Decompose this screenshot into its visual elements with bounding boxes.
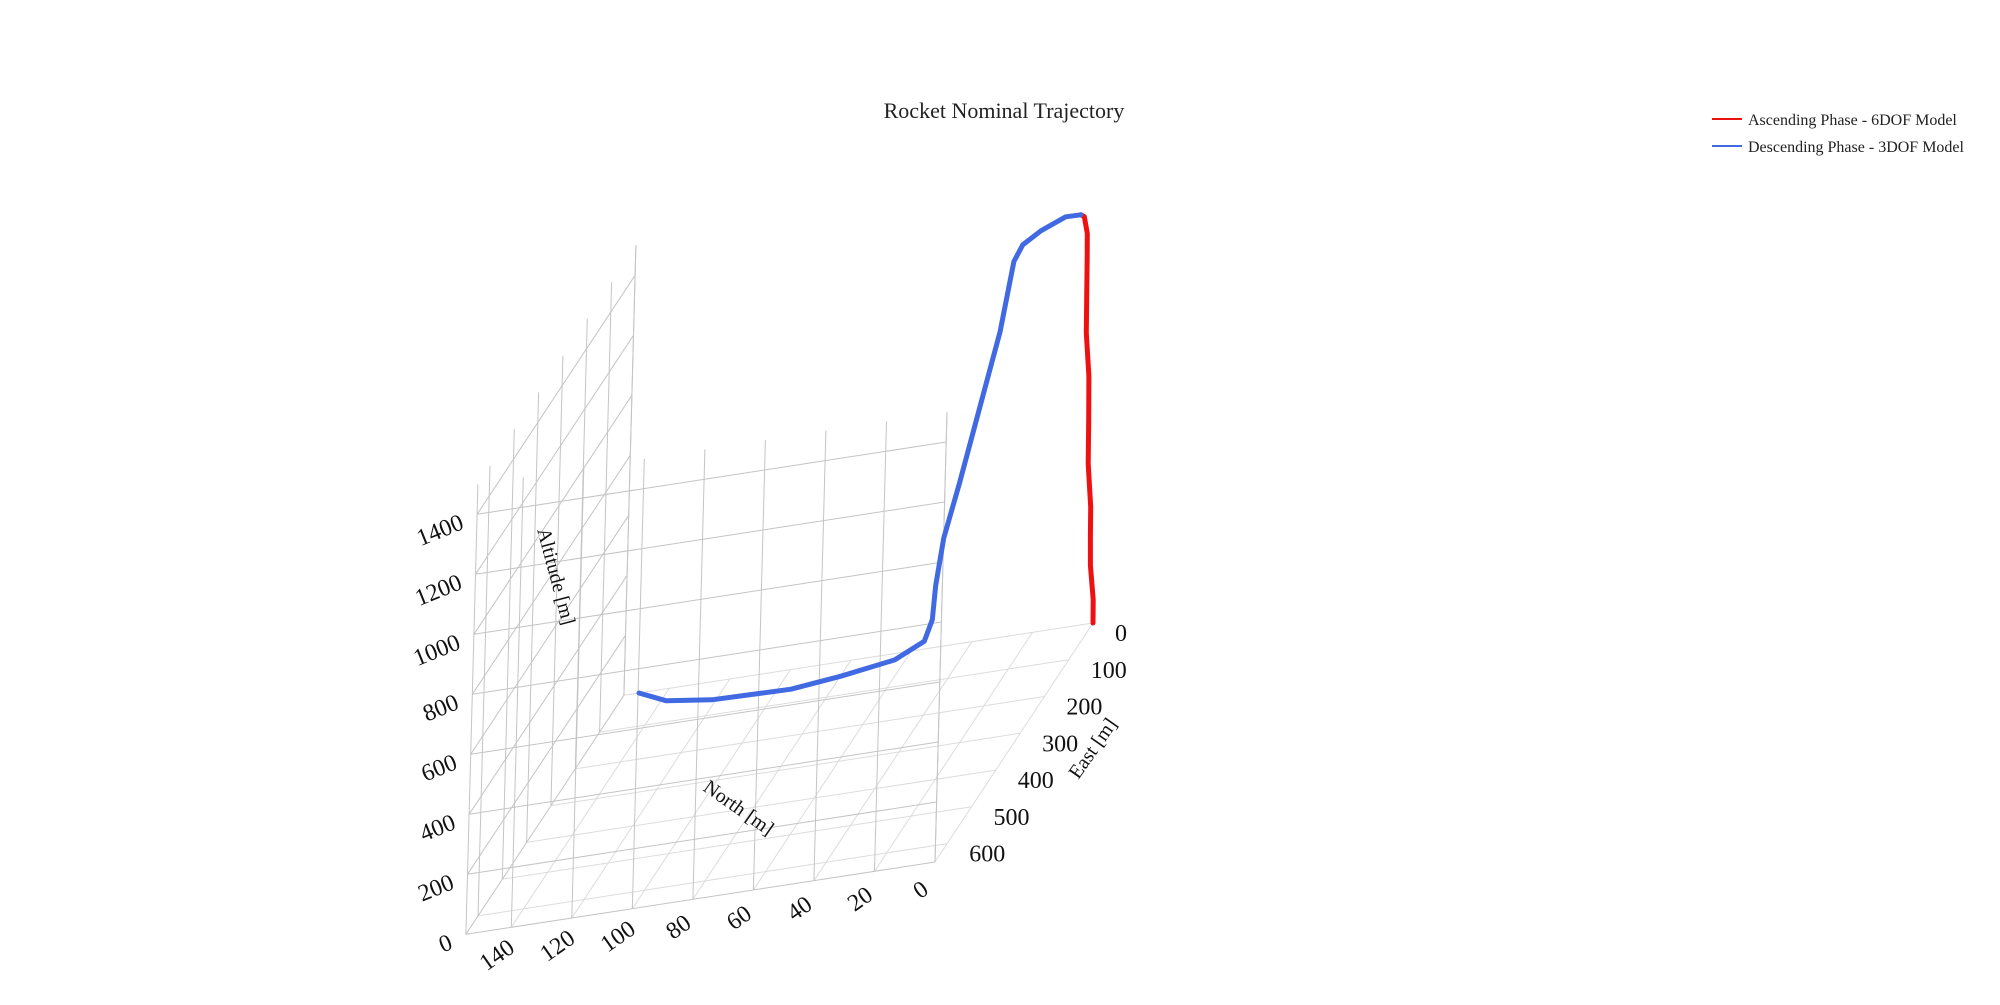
wall-back-vertical: [571, 467, 585, 919]
wall-back-vertical: [631, 458, 645, 909]
floor-gridline-east: [550, 732, 1021, 807]
wall-left-vertical: [501, 429, 515, 880]
floor-gridline-east: [599, 659, 1069, 733]
z-tick-label: 0: [435, 930, 456, 959]
wall-back-vertical: [510, 477, 524, 928]
y-tick-label: 0: [909, 876, 934, 904]
wall-edge: [623, 245, 637, 696]
wall-left-horizontal: [467, 635, 626, 875]
wall-left-vertical: [477, 465, 491, 916]
wall-edge: [934, 411, 948, 863]
wall-back-horizontal: [475, 501, 945, 575]
series-line-descending: [636, 212, 1084, 704]
wall-left-vertical: [599, 282, 613, 733]
wall-back-horizontal: [467, 801, 937, 875]
wall-left-horizontal: [473, 395, 633, 635]
y-tick-label: 60: [722, 901, 757, 936]
legend-item-ascending[interactable]: Ascending Phase - 6DOF Model: [1712, 112, 1957, 129]
wall-back-vertical: [874, 421, 887, 872]
z-tick-label: 1000: [410, 630, 464, 672]
wall-left-vertical: [550, 355, 564, 806]
legend-label-descending: Descending Phase - 3DOF Model: [1748, 139, 1965, 156]
chart-title: Rocket Nominal Trajectory: [884, 98, 1125, 123]
floor-gridline-north: [510, 688, 670, 928]
wall-back-horizontal: [469, 741, 939, 815]
wall-back-vertical: [752, 439, 766, 891]
wall-left-vertical: [526, 392, 540, 843]
z-tick-label: 1200: [412, 570, 466, 612]
floor-gridline-east: [502, 806, 972, 880]
series-layer: [636, 212, 1096, 704]
y-tick-label: 140: [475, 935, 519, 977]
wall-back-vertical: [692, 449, 706, 900]
wall-back-horizontal: [477, 441, 947, 515]
wall-back-horizontal: [470, 681, 940, 755]
x-tick-label: 200: [1066, 695, 1102, 721]
legend[interactable]: Ascending Phase - 6DOF Model Descending …: [1712, 112, 1965, 156]
x-tick-label: 100: [1091, 658, 1127, 684]
x-tick-label: 0: [1115, 621, 1127, 647]
z-axis-title: Altitude [m]: [532, 526, 579, 628]
wall-left-horizontal: [465, 695, 625, 935]
x-tick-label: 400: [1018, 768, 1054, 794]
series-line-ascending: [1078, 212, 1096, 626]
wall-edge: [465, 484, 479, 935]
z-tick-label: 800: [419, 690, 462, 728]
z-tick-label: 400: [416, 810, 459, 848]
wall-back-horizontal: [472, 621, 942, 695]
legend-item-descending[interactable]: Descending Phase - 3DOF Model: [1712, 139, 1965, 156]
x-tick-label: 600: [969, 842, 1005, 868]
z-tick-label: 1400: [413, 510, 467, 552]
wall-back-horizontal: [473, 561, 944, 635]
floor-gridline-north: [874, 632, 1033, 872]
floor-gridline-east: [526, 769, 996, 843]
floor-gridline-north: [813, 641, 973, 881]
legend-label-ascending: Ascending Phase - 6DOF Model: [1748, 112, 1957, 129]
y-tick-label: 120: [536, 925, 580, 967]
z-tick-label: 600: [418, 750, 461, 788]
floor-gridline-east: [623, 622, 1094, 696]
y-tick-label: 100: [596, 916, 640, 958]
x-tick-label: 300: [1042, 731, 1078, 757]
floor-gridline-north: [934, 622, 1094, 863]
wall-back-vertical: [813, 430, 827, 881]
wall-left-horizontal: [476, 275, 636, 515]
tick-layer: 0100200300400500600020406080100120140020…: [410, 510, 1127, 977]
floor-gridline-east: [575, 696, 1045, 770]
wall-back-horizontal: [465, 861, 936, 935]
wall-left-horizontal: [468, 575, 628, 815]
z-tick-label: 200: [415, 870, 458, 908]
floor-gridline-east: [477, 843, 948, 917]
y-tick-label: 40: [783, 891, 818, 926]
y-tick-label: 20: [843, 882, 878, 917]
wall-left-horizontal: [475, 335, 634, 575]
y-tick-label: 80: [662, 910, 697, 945]
grid-layer: [465, 245, 1094, 935]
x-tick-label: 500: [994, 805, 1030, 831]
